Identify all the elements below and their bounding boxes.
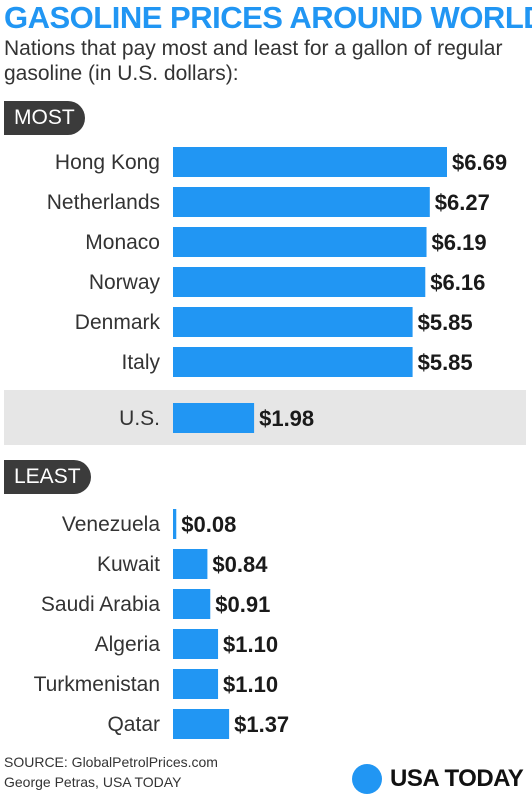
chart-title: GASOLINE PRICES AROUND WORLD [4,0,532,35]
bar-category-label: Norway [89,271,161,294]
bar [173,403,255,433]
chart-subtitle: Nations that pay most and least for a ga… [4,37,503,85]
bar [173,347,413,377]
bar [173,589,211,619]
logo-dot-icon [352,764,382,794]
bar-category-label: Venezuela [62,513,160,536]
bar [173,267,426,297]
bar-value-label: $5.85 [418,310,473,335]
logo-text: USA TODAY [390,765,524,792]
least-section-label: LEAST [4,460,91,494]
usa-today-logo: USA TODAY [352,764,524,794]
bar-category-label: Hong Kong [55,151,160,174]
bar [173,709,230,739]
bar-value-label: $0.84 [212,552,268,577]
bar [173,147,447,177]
bar [173,227,427,257]
bar-value-label: $6.69 [452,150,507,175]
bar [173,307,413,337]
bar-value-label: $6.19 [432,230,487,255]
source-note: SOURCE: GlobalPetrolPrices.com [4,754,218,770]
bar-value-label: $0.91 [215,592,270,617]
bar-category-label: Denmark [75,311,161,334]
bar-category-label: Algeria [95,633,161,656]
bar-value-label: $6.16 [430,270,485,295]
bar [173,509,177,539]
bar-category-label: Italy [121,351,160,374]
bar-category-label: U.S. [119,407,160,430]
bar [173,549,208,579]
bar [173,629,219,659]
bar-value-label: $1.10 [223,672,278,697]
bar-category-label: Turkmenistan [34,673,160,696]
most-section-label: MOST [4,101,85,135]
bar-value-label: $0.08 [181,512,236,537]
bar-category-label: Monaco [85,231,160,254]
bar-value-label: $1.37 [234,712,289,737]
bar [173,669,219,699]
us-highlight-band [4,390,526,445]
bar-value-label: $1.10 [223,632,278,657]
bar-value-label: $1.98 [259,406,314,431]
bar-category-label: Kuwait [97,553,160,576]
credit-note: George Petras, USA TODAY [4,774,182,790]
bar-category-label: Qatar [107,713,160,736]
bar-category-label: Netherlands [47,191,160,214]
bar-category-label: Saudi Arabia [41,593,160,616]
bar-value-label: $6.27 [435,190,490,215]
bar [173,187,430,217]
bar-value-label: $5.85 [418,350,473,375]
